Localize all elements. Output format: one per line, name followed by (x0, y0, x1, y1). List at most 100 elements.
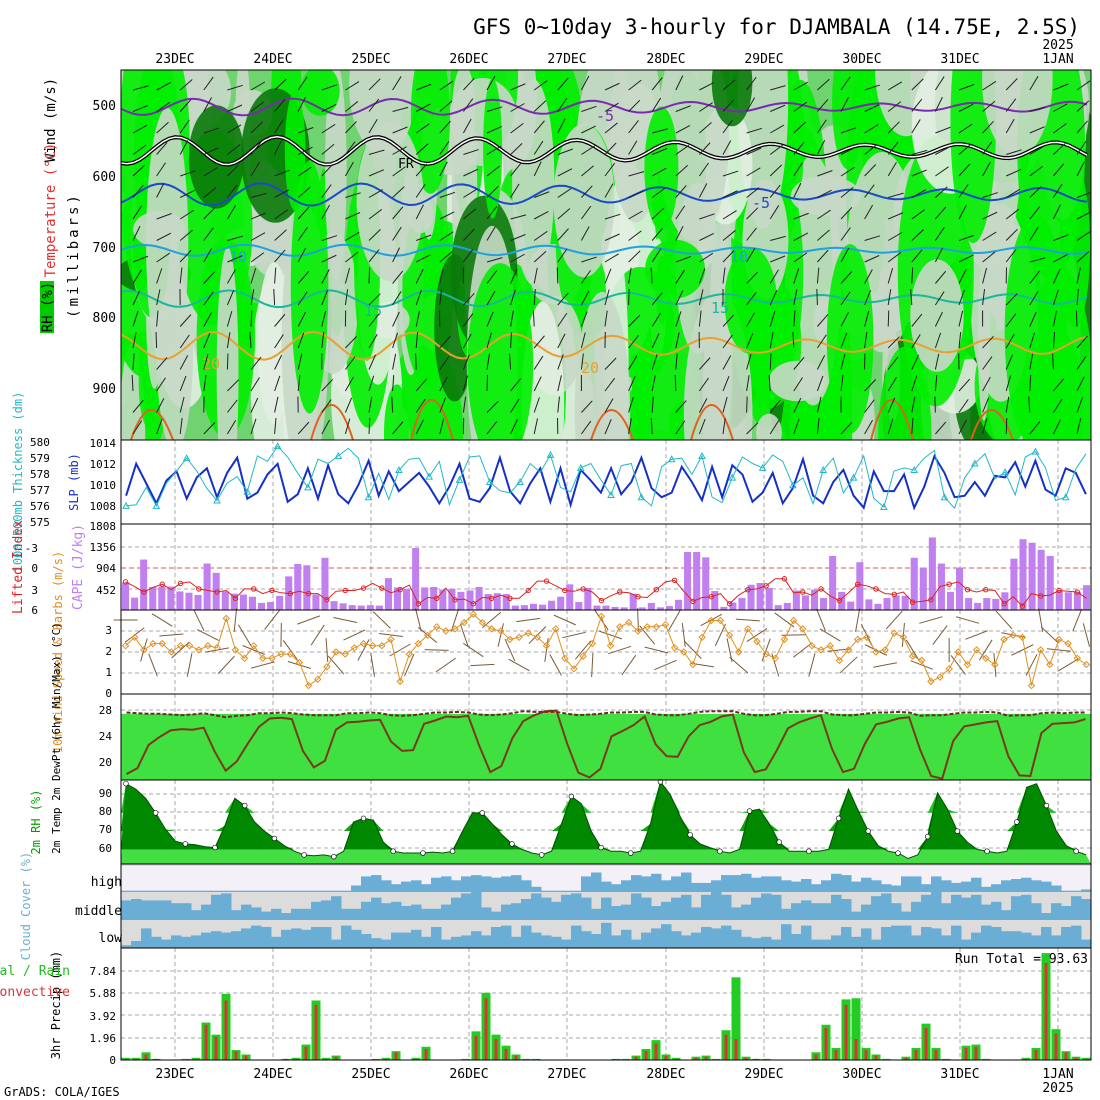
cloud-high-cell (981, 886, 992, 892)
wind-barb (958, 123, 973, 134)
cloud-low-cell (151, 936, 162, 948)
wind-barb (439, 356, 450, 370)
wind-barb (1029, 165, 1043, 177)
cape-bar (131, 597, 139, 610)
wind-speed-point (716, 616, 725, 625)
wind-speed-point (414, 639, 423, 648)
wind-barb (415, 378, 428, 392)
wind-barb (415, 204, 424, 220)
wind-barb (934, 311, 943, 327)
cloud-low-cell (1071, 925, 1082, 948)
cloud-high-cell (221, 890, 232, 892)
rh-patch (826, 244, 874, 434)
wind-barb (887, 81, 903, 91)
surface-wind-barb (242, 645, 266, 655)
precip-convective-bar (194, 1058, 198, 1060)
wind-barb (722, 250, 735, 263)
cloud-middle-cell (321, 900, 332, 920)
cape-bar (321, 557, 329, 610)
surface-wind-barb (1040, 626, 1059, 644)
wind-barb (935, 206, 947, 220)
wind-barb (604, 213, 621, 220)
cloud-high-cell (341, 890, 352, 892)
wind-barb (463, 292, 475, 306)
surface-wind-barb (746, 628, 768, 642)
wind-barb (604, 233, 620, 241)
cape-bar (711, 590, 719, 610)
wind-barb (556, 267, 559, 284)
wind-speed-point (918, 656, 926, 665)
wind-barb (1005, 333, 1015, 349)
slp-point (789, 481, 797, 489)
wind-speed-point (314, 675, 322, 684)
precip-convective-bar (514, 1055, 518, 1060)
wind-barb (132, 105, 149, 112)
cape-bar (874, 603, 882, 610)
lifted-index-point (781, 576, 788, 582)
surface-wind-barb (827, 648, 852, 652)
wind-speed-point (542, 641, 551, 650)
precip-total-bar (531, 1058, 541, 1060)
cloud-high-cell (491, 877, 502, 892)
wind-barb (297, 76, 308, 91)
lifted-index-point (1001, 601, 1007, 607)
cloud-low-cell (601, 922, 612, 948)
rh-patch (188, 105, 245, 209)
wind-speed-point (551, 625, 560, 633)
wind-barb (817, 189, 832, 198)
wind-barb (533, 376, 542, 392)
wind-barb (510, 331, 512, 349)
slp-point (576, 463, 585, 471)
li-axis: -3 0 3 6 (25, 542, 38, 617)
wind-barb (580, 290, 590, 306)
cloud-middle-cell (1001, 910, 1012, 920)
wind-barb (368, 293, 381, 306)
lifted-index-point (983, 586, 989, 593)
precip-total-bar (181, 1058, 191, 1060)
wind-barb (274, 354, 283, 370)
wind-barb (250, 310, 253, 327)
wind-barb (793, 162, 803, 177)
surface-wind-barb (1072, 608, 1083, 632)
wind-barb (557, 396, 560, 413)
wind-barb (887, 377, 897, 392)
slp-point (516, 477, 524, 485)
wind-barb (698, 418, 706, 435)
lifted-index-point (873, 586, 879, 592)
cape-bar (539, 604, 547, 610)
cloud-high-cell (591, 872, 602, 892)
wind-barb (1076, 267, 1081, 284)
precip-convective-bar (754, 1058, 758, 1060)
cloud-high-cell (451, 880, 462, 892)
wind-barb (1005, 208, 1020, 220)
surface-wind-barb (516, 617, 541, 623)
cloud-middle-cell (241, 904, 252, 920)
surface-wind-barb (681, 623, 686, 647)
rh-patch (521, 301, 565, 440)
cloud-high-cell (371, 875, 382, 892)
wind-barb (274, 229, 287, 241)
cape-bar (865, 599, 873, 610)
cape-bar (820, 598, 828, 610)
cloud-middle-cell (861, 904, 872, 920)
cloud-middle-cell (351, 908, 362, 920)
wind-barb (864, 289, 872, 306)
dewpoint-line (126, 710, 1086, 719)
wind-barb (131, 374, 134, 392)
wind-barb (533, 100, 547, 112)
lifted-index-point (763, 583, 769, 589)
surface-wind-barb (424, 649, 449, 651)
cloud-high-cell (1051, 885, 1062, 892)
wind-barb (722, 230, 736, 241)
wind-barb (392, 311, 400, 327)
surface-wind-barb (171, 641, 190, 659)
cloud-middle-cell (531, 893, 542, 920)
cloud-middle-cell (891, 903, 902, 920)
wind-barb (982, 376, 991, 392)
isotherm-warm-line (970, 409, 1014, 440)
rh-patch (133, 211, 186, 248)
cloud-middle-cell (441, 904, 452, 920)
wind-barb (486, 126, 502, 134)
wind-barb (344, 267, 351, 284)
cape-bar (747, 584, 755, 610)
